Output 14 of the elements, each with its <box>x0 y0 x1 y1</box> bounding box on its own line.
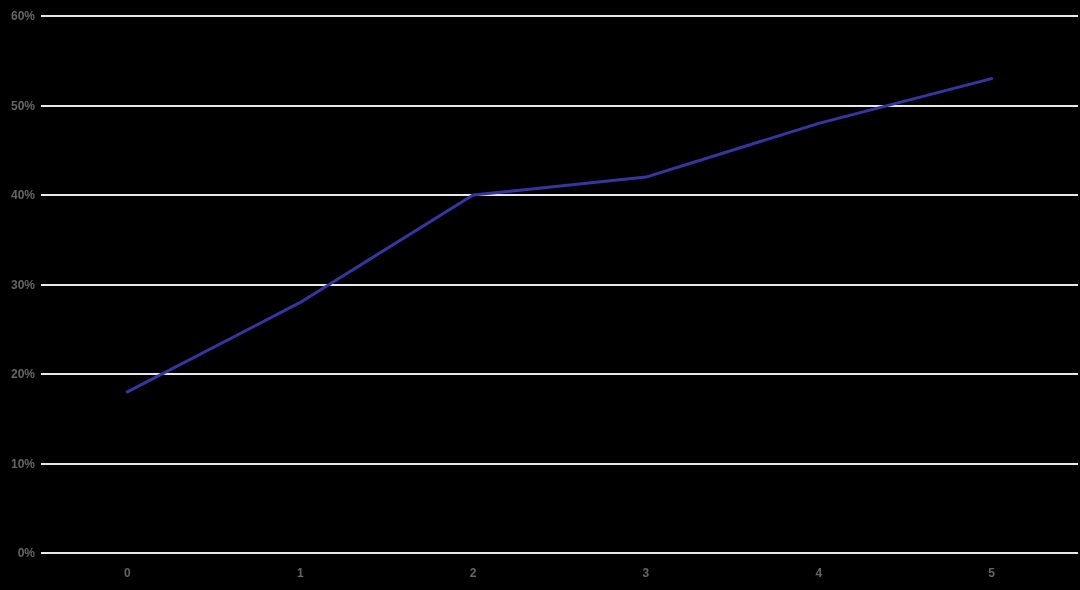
line-series <box>125 77 994 394</box>
x-tick-label: 2 <box>469 566 477 580</box>
x-tick-label: 4 <box>815 566 823 580</box>
x-tick-label: 5 <box>988 566 996 580</box>
y-tick-label: 0% <box>17 546 36 560</box>
x-tick-label: 0 <box>124 566 132 580</box>
y-tick-label: 50% <box>10 98 36 113</box>
x-tick-label: 1 <box>296 566 304 580</box>
y-tick-label: 30% <box>10 277 36 292</box>
x-tick-label: 3 <box>642 566 650 580</box>
y-tick-label: 60% <box>10 9 36 23</box>
y-tick-label: 10% <box>10 456 36 471</box>
y-tick-label: 40% <box>10 188 36 202</box>
y-tick-label: 20% <box>10 367 36 381</box>
